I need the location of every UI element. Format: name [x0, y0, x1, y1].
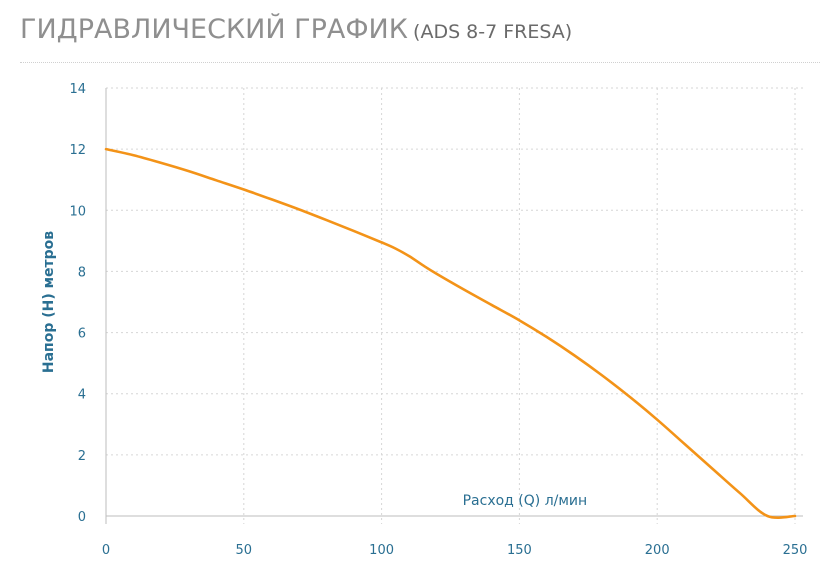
y-tick-label: 6 [78, 327, 86, 342]
y-tick-label: 14 [69, 82, 86, 97]
y-axis-label: Напор (H) метров [41, 231, 57, 373]
y-tick-label: 0 [78, 510, 86, 525]
x-tick-label: 200 [645, 543, 670, 558]
y-tick-label: 10 [69, 204, 86, 219]
y-tick-label: 8 [78, 265, 86, 280]
series-line [104, 147, 797, 519]
y-tick-label: 2 [78, 449, 86, 464]
x-tick-label: 50 [236, 543, 253, 558]
grid [105, 87, 803, 524]
x-axis-label: Расход (Q) л/мин [463, 493, 588, 509]
x-tick-label: 150 [507, 543, 532, 558]
title-divider [20, 62, 820, 63]
x-tick-label: 250 [783, 543, 808, 558]
title-main: ГИДРАВЛИЧЕСКИЙ ГРАФИК [20, 14, 408, 45]
tick-labels: 0 2 4 6 8 10 12 14 0 50 100 150 200 250 [69, 82, 807, 558]
y-tick-label: 12 [69, 143, 86, 158]
title-model: (ADS 8-7 FRESA) [413, 21, 573, 43]
y-tick-label: 4 [78, 388, 86, 403]
x-tick-label: 0 [102, 543, 110, 558]
x-tick-label: 100 [369, 543, 394, 558]
chart-title: ГИДРАВЛИЧЕСКИЙ ГРАФИК (ADS 8-7 FRESA) [20, 14, 572, 45]
